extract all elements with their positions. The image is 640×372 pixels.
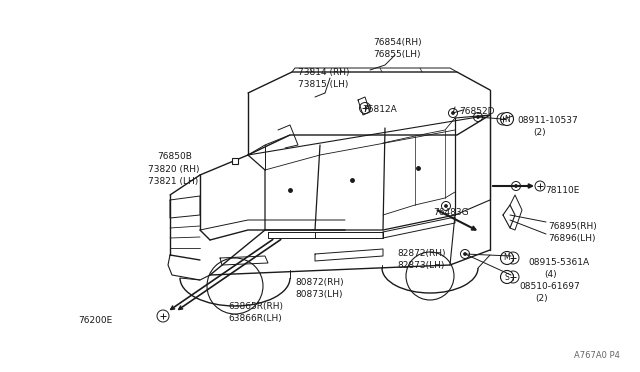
Circle shape: [445, 205, 447, 208]
Text: 82872(RH): 82872(RH): [397, 249, 445, 258]
Circle shape: [477, 115, 479, 119]
Circle shape: [463, 253, 467, 256]
Text: 76855(LH): 76855(LH): [373, 50, 420, 59]
Text: (2): (2): [535, 294, 548, 303]
Circle shape: [451, 112, 454, 115]
Text: S: S: [504, 273, 509, 282]
Circle shape: [515, 185, 518, 187]
Text: (2): (2): [533, 128, 546, 137]
Text: N: N: [504, 115, 510, 124]
Text: M: M: [504, 253, 510, 263]
Text: 73821 (LH): 73821 (LH): [148, 177, 198, 186]
Text: 76200E: 76200E: [78, 316, 112, 325]
Text: 76852D: 76852D: [459, 107, 495, 116]
Text: 73815 (LH): 73815 (LH): [298, 80, 348, 89]
Text: 63865R(RH): 63865R(RH): [228, 302, 283, 311]
Text: 80873(LH): 80873(LH): [295, 290, 342, 299]
Text: 08510-61697: 08510-61697: [519, 282, 580, 291]
Text: (4): (4): [544, 270, 557, 279]
Text: 08911-10537: 08911-10537: [517, 116, 578, 125]
Text: 76895(RH): 76895(RH): [548, 222, 596, 231]
Circle shape: [500, 251, 513, 264]
Text: 82873(LH): 82873(LH): [397, 261, 444, 270]
Text: 63866R(LH): 63866R(LH): [228, 314, 282, 323]
Text: A767A0 P4: A767A0 P4: [574, 351, 620, 360]
Text: 76896(LH): 76896(LH): [548, 234, 595, 243]
Text: 76483G: 76483G: [433, 208, 468, 217]
Text: 76850B: 76850B: [157, 152, 192, 161]
Text: 73820 (RH): 73820 (RH): [148, 165, 200, 174]
Circle shape: [500, 270, 513, 283]
Text: 08915-5361A: 08915-5361A: [528, 258, 589, 267]
Text: 76854(RH): 76854(RH): [373, 38, 422, 47]
Text: 73814 (RH): 73814 (RH): [298, 68, 349, 77]
Circle shape: [500, 112, 513, 125]
Text: 80872(RH): 80872(RH): [295, 278, 344, 287]
Text: 76812A: 76812A: [362, 105, 397, 114]
Text: 78110E: 78110E: [545, 186, 579, 195]
